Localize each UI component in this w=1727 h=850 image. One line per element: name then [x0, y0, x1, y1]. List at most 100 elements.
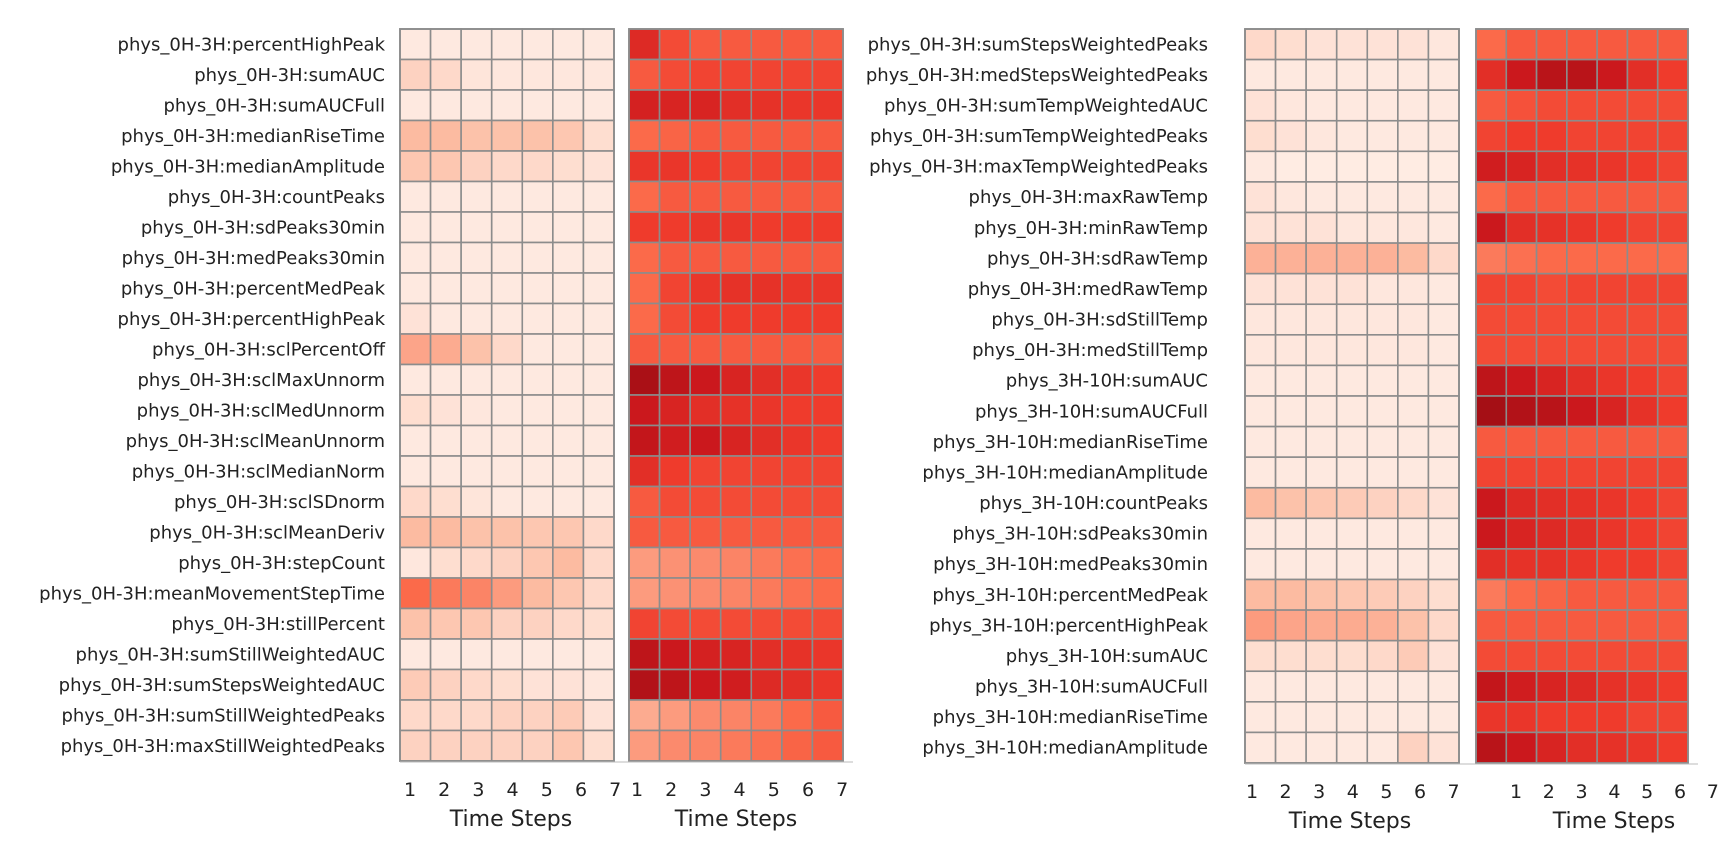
heatmap-cell	[1475, 609, 1508, 642]
heatmap-cell	[1274, 272, 1307, 306]
heatmap-cell	[628, 363, 661, 396]
heatmap-cell	[1274, 303, 1307, 336]
heatmap-cell	[1244, 272, 1277, 306]
heatmap-cell	[1244, 303, 1277, 336]
heatmap-cell	[1566, 334, 1598, 367]
x-tick-label: 3	[472, 779, 484, 801]
heatmap-cell	[1566, 181, 1598, 214]
heatmap-cell	[1596, 639, 1629, 673]
row-label: phys_0H-3H:sclSDnorm	[174, 492, 385, 513]
heatmap-cell	[1274, 28, 1307, 61]
heatmap-cell	[1335, 701, 1369, 734]
heatmap-1	[399, 28, 615, 762]
heatmap-cell	[552, 546, 585, 579]
heatmap-cell	[811, 577, 844, 610]
heatmap-cell	[1596, 303, 1629, 336]
heatmap-cell	[1427, 272, 1460, 306]
heatmap-cell	[1566, 701, 1598, 734]
heatmap-cell	[628, 485, 661, 518]
row-label: phys_3H-10H:medianRiseTime	[933, 432, 1208, 453]
heatmap-cell	[429, 577, 462, 610]
heatmap-cell	[1366, 211, 1399, 244]
heatmap-cell	[811, 302, 844, 335]
heatmap-cell	[719, 302, 753, 335]
heatmap-cell	[689, 668, 722, 701]
heatmap-cell	[429, 668, 462, 701]
row-label: phys_0H-3H:sclPercentOff	[152, 339, 386, 360]
heatmap-cell	[1626, 211, 1659, 244]
heatmap-cell	[582, 119, 615, 152]
x-tick-label: 3	[1576, 781, 1588, 803]
heatmap-cell	[719, 516, 753, 549]
heatmap-cell	[781, 150, 814, 183]
heatmap-cell	[811, 638, 844, 671]
heatmap-cell	[1596, 456, 1629, 489]
heatmap-cell	[628, 577, 661, 610]
heatmap-cell	[1335, 517, 1369, 550]
heatmap-cell	[429, 119, 462, 152]
heatmap-cell	[552, 729, 585, 762]
heatmap-cell	[490, 668, 524, 701]
heatmap-cell	[490, 607, 524, 640]
heatmap-cell	[719, 272, 753, 305]
heatmap-cell	[811, 180, 844, 213]
heatmap-cell	[689, 363, 722, 396]
heatmap-cell	[582, 668, 615, 701]
heatmap-cell	[1274, 364, 1307, 397]
heatmap-cell	[719, 28, 753, 61]
heatmap-cell	[1397, 211, 1430, 244]
heatmap-cell	[781, 546, 814, 579]
heatmap-cell	[689, 119, 722, 152]
heatmap-cell	[1626, 119, 1659, 153]
heatmap-cell	[1566, 28, 1598, 61]
row-label: phys_3H-10H:percentMedPeak	[932, 585, 1208, 606]
heatmap-cell	[750, 119, 783, 152]
heatmap-cell	[811, 668, 844, 701]
heatmap-cell	[719, 241, 753, 274]
heatmap-cell	[750, 516, 783, 549]
heatmap-cell	[490, 150, 524, 183]
heatmap-cell	[552, 241, 585, 274]
heatmap-cell	[1475, 517, 1508, 550]
heatmap-cell	[628, 333, 661, 366]
heatmap-cell	[1335, 242, 1369, 275]
heatmap-cell	[1626, 334, 1659, 367]
x-tick-label: 4	[507, 779, 519, 801]
heatmap-cell	[1397, 58, 1430, 91]
x-tick-label: 3	[699, 779, 711, 801]
heatmap-cell	[521, 150, 554, 183]
heatmap-cell	[1626, 639, 1659, 673]
heatmap-cell	[429, 424, 462, 457]
heatmap-cell	[429, 58, 462, 91]
heatmap-cell	[1505, 89, 1538, 122]
heatmap-cell	[1244, 364, 1277, 397]
heatmap-cell	[1305, 639, 1338, 673]
heatmap-cell	[1335, 456, 1369, 489]
heatmap-cell	[811, 363, 844, 396]
heatmap-cell	[1274, 334, 1307, 367]
heatmap-cell	[552, 150, 585, 183]
heatmap-cell	[1335, 364, 1369, 397]
row-label: phys_0H-3H:sumStepsWeightedAUC	[59, 675, 385, 696]
heatmap-cell	[582, 424, 615, 457]
heatmap-cell	[689, 394, 722, 427]
heatmap-cell	[490, 455, 524, 488]
heatmap-cell	[658, 272, 691, 305]
heatmap-cell	[460, 424, 493, 457]
x-tick-label: 2	[1280, 781, 1292, 803]
heatmap-cell	[1475, 272, 1508, 306]
heatmap-cell	[1335, 395, 1369, 428]
heatmap-cell	[628, 150, 661, 183]
heatmap-cell	[1656, 517, 1689, 550]
heatmap-cell	[781, 119, 814, 152]
heatmap-cell	[750, 394, 783, 427]
heatmap-cell	[1244, 89, 1277, 122]
heatmap-cell	[1656, 609, 1689, 642]
heatmap-cell	[781, 516, 814, 549]
row-label: phys_3H-10H:sdPeaks30min	[952, 524, 1208, 545]
heatmap-cell	[1656, 58, 1689, 91]
heatmap-cell	[1656, 119, 1689, 153]
heatmap-cell	[1505, 28, 1538, 61]
heatmap-cell	[521, 577, 554, 610]
heatmap-cell	[1244, 119, 1277, 153]
